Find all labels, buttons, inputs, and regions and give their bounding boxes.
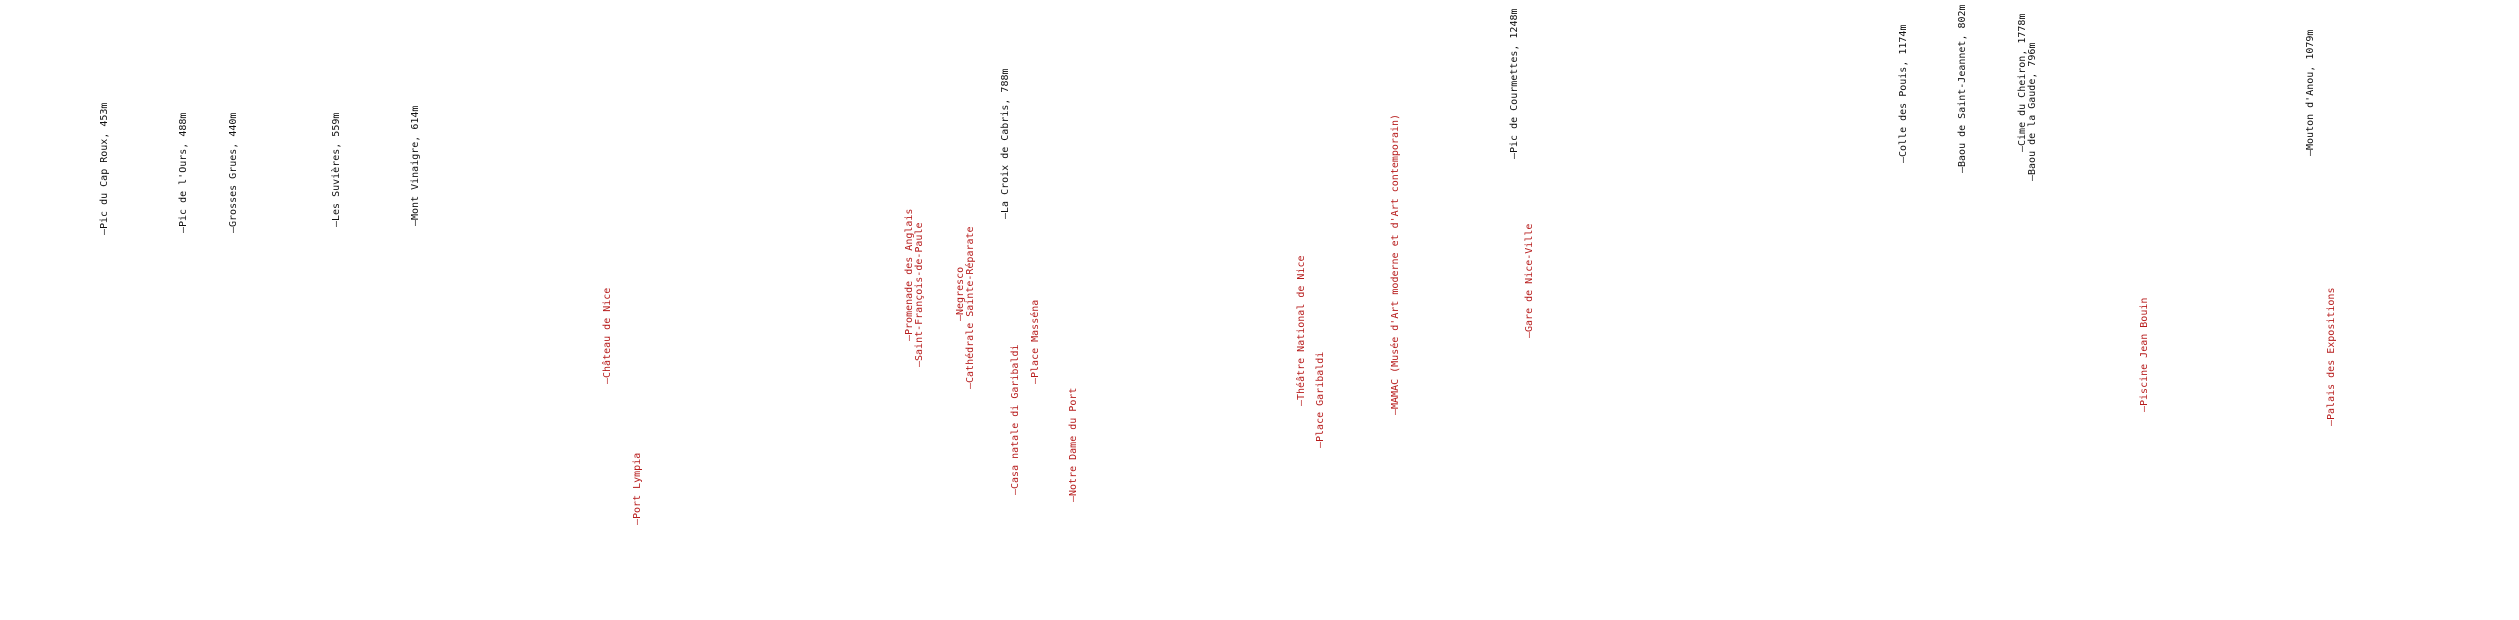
poi-label-theatre-national-de-nice: —Théâtre National de Nice	[1296, 255, 1307, 406]
peak-label-pic-de-courmettes: —Pic de Courmettes, 1248m	[1509, 8, 1520, 159]
poi-label-piscine-jean-bouin: —Piscine Jean Bouin	[2139, 297, 2150, 412]
peak-label-la-croix-de-cabris: —La Croix de Cabris, 788m	[1000, 68, 1011, 219]
peak-label-mont-vinaigre: —Mont Vinaigre, 614m	[410, 105, 421, 226]
peak-label-les-suvieres: —Les Suvières, 559m	[331, 112, 342, 227]
poi-label-place-garibaldi: —Place Garibaldi	[1315, 351, 1326, 448]
poi-label-notre-dame-du-port: —Notre Dame du Port	[1068, 387, 1079, 502]
poi-label-gare-de-nice-ville: —Gare de Nice-Ville	[1524, 223, 1535, 338]
peak-label-grosses-grues: —Grosses Grues, 440m	[228, 112, 239, 233]
poi-label-chateau-de-nice: —Château de Nice	[602, 287, 613, 384]
peak-label-mouton-d-anou: —Mouton d'Anou, 1079m	[2305, 29, 2316, 156]
poi-label-port-lympia: —Port Lympia	[632, 452, 643, 525]
poi-label-cathedrale-sainte-reparate: —Cathédrale Sainte-Réparate	[965, 226, 976, 389]
peak-label-pic-de-l-ours: —Pic de l'Ours, 488m	[178, 112, 189, 233]
poi-label-place-massena: —Place Masséna	[1030, 299, 1041, 384]
peak-label-pic-du-cap-roux: —Pic du Cap Roux, 453m	[99, 102, 110, 235]
peak-label-baou-de-saint-jeannet: —Baou de Saint-Jeannet, 802m	[1957, 4, 1968, 173]
poi-label-casa-natale-di-garibaldi: —Casa natale di Garibaldi	[1010, 344, 1021, 495]
peak-label-baou-de-la-gaude: —Baou de la Gaude, 796m	[2027, 42, 2038, 181]
peak-label-colle-des-pouis: —Colle des Pouis, 1174m	[1898, 24, 1909, 163]
poi-label-mamac: —MAMAC (Musée d'Art moderne et d'Art con…	[1390, 113, 1401, 415]
poi-label-saint-francois-de-paule: —Saint-François-de-Paule	[914, 222, 925, 368]
poi-label-palais-des-expositions: —Palais des Expositions	[2326, 287, 2337, 426]
